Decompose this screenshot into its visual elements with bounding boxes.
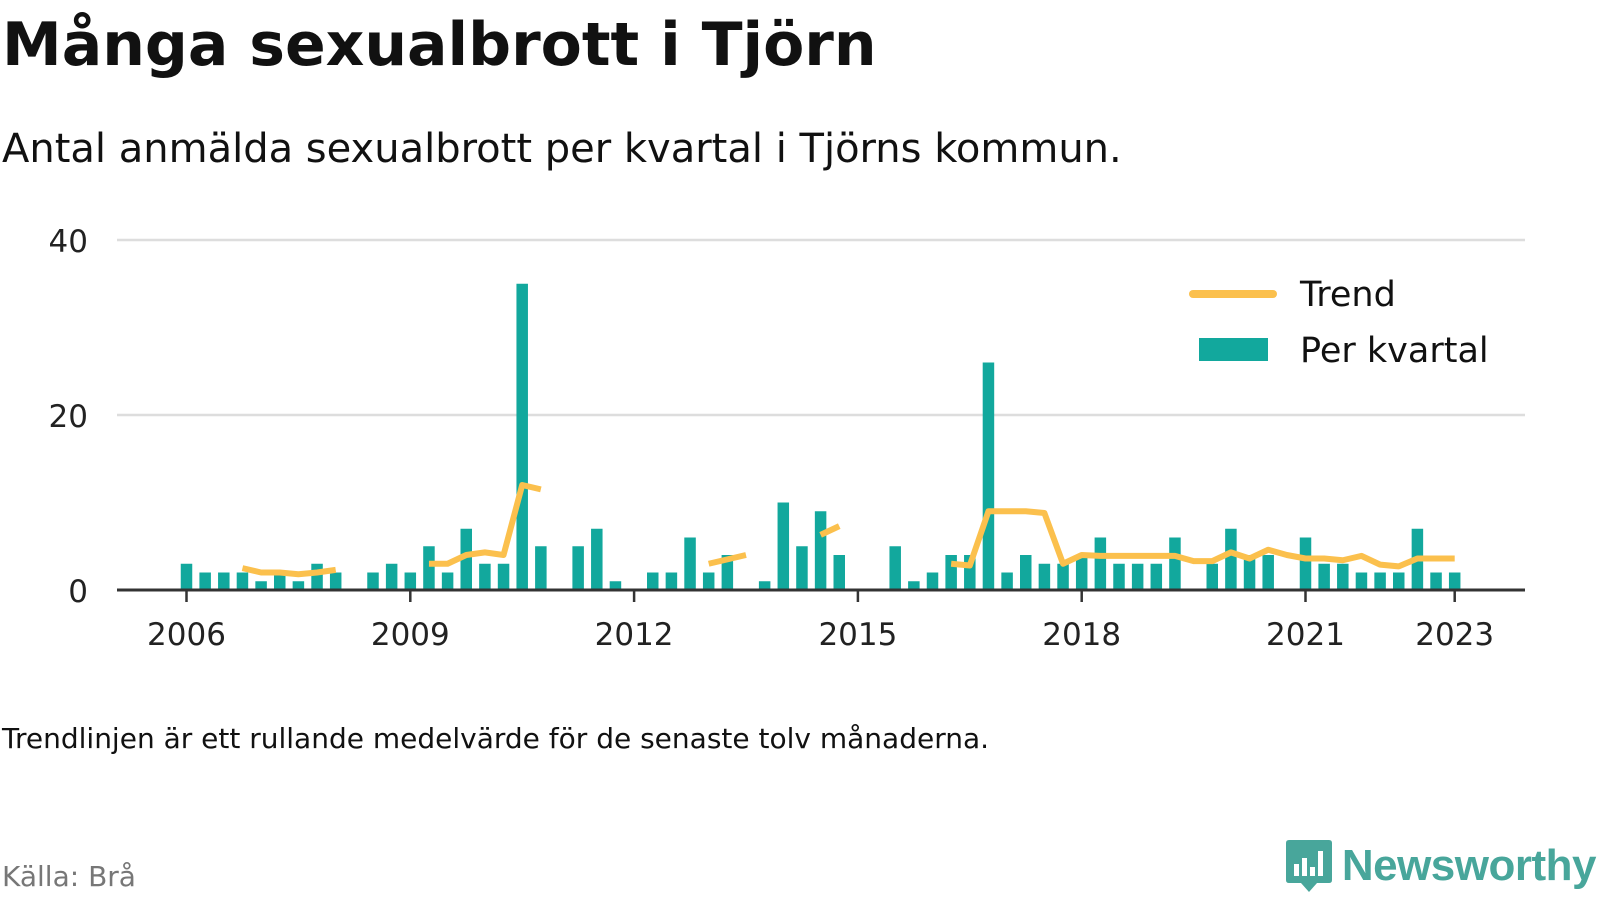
trend-line-segment	[950, 508, 1455, 570]
bar-2014-Q1	[777, 502, 790, 590]
bar-2006-Q3	[218, 572, 230, 590]
y-tick-label: 40	[49, 224, 88, 260]
bars-per-kvartal	[180, 283, 1461, 590]
source-label: Källa: Brå	[2, 860, 136, 893]
legend-bar-label: Per kvartal	[1300, 331, 1489, 371]
brand-name: Newsworthy	[1341, 841, 1597, 890]
bar-2021-Q2	[1318, 563, 1330, 590]
bar-2021-Q3	[1337, 563, 1349, 590]
bar-2017-Q1	[1001, 572, 1013, 590]
y-tick-label: 0	[68, 574, 88, 610]
bar-2021-Q1	[1299, 537, 1312, 590]
x-tick-label: 2006	[147, 617, 226, 653]
bar-2010-Q1	[479, 563, 491, 590]
bar-2006-Q2	[199, 572, 211, 590]
trend-line-segment	[819, 523, 841, 538]
bar-2017-Q3	[1038, 563, 1051, 590]
bar-2020-Q2	[1243, 555, 1256, 590]
y-tick-label: 20	[49, 399, 88, 435]
bar-2008-Q3	[367, 572, 379, 590]
bar-2014-Q4	[833, 555, 845, 590]
x-tick-label: 2009	[371, 617, 450, 653]
bar-2009-Q1	[404, 572, 417, 590]
bar-2019-Q4	[1206, 563, 1218, 590]
legend-trend-label: Trend	[1299, 275, 1396, 315]
legend-bar-swatch	[1199, 338, 1268, 361]
bar-2017-Q4	[1057, 563, 1069, 590]
bar-2020-Q3	[1262, 555, 1274, 590]
bar-2015-Q3	[889, 546, 901, 590]
bar-2023-Q1	[1448, 572, 1461, 590]
bar-2013-Q1	[702, 572, 715, 590]
trend-line-segment	[428, 482, 542, 567]
trend-line-segment	[708, 552, 747, 567]
bar-2008-Q4	[385, 563, 398, 590]
bar-2010-Q4	[535, 546, 547, 590]
bar-2022-Q4	[1430, 572, 1442, 590]
bar-2010-Q2	[497, 563, 510, 590]
bar-2018-Q2	[1094, 537, 1107, 590]
bar-2009-Q2	[423, 546, 435, 590]
grid-lines	[117, 238, 1525, 417]
bar-2021-Q4	[1355, 572, 1368, 590]
bar-2012-Q2	[647, 572, 659, 590]
bar-2012-Q4	[684, 537, 696, 590]
chart-subtitle: Antal anmälda sexualbrott per kvartal i …	[2, 126, 1122, 172]
bar-2011-Q2	[572, 546, 584, 590]
bar-2018-Q4	[1131, 563, 1144, 590]
bar-2010-Q3	[516, 283, 528, 590]
bar-2020-Q1	[1225, 528, 1237, 590]
bar-2018-Q3	[1113, 563, 1125, 590]
bar-2007-Q1	[255, 581, 267, 590]
x-axis-labels: 2006 2009 2012 2015 2018 2021 2023	[147, 590, 1494, 653]
bar-2006-Q1	[180, 563, 193, 590]
bar-2014-Q3	[814, 511, 827, 590]
y-axis-labels: 40 20 0	[49, 224, 88, 610]
bar-2017-Q2	[1020, 555, 1032, 590]
x-tick-label: 2012	[595, 617, 674, 653]
bar-2016-Q2	[945, 555, 957, 590]
bar-2013-Q4	[758, 581, 771, 590]
bar-2016-Q4	[982, 362, 995, 590]
sexual-crimes-chart: 40 20 0 2006 2009 2012 2015 2018 2021 2023 Tre…	[49, 224, 1525, 653]
brand-logo: Newsworthy	[1284, 838, 1597, 894]
bar-2009-Q4	[460, 528, 472, 590]
newsworthy-logo-icon	[1285, 840, 1332, 892]
chart-title: Många sexualbrott i Tjörn	[2, 10, 877, 80]
x-tick-label: 2021	[1266, 617, 1345, 653]
bar-2013-Q2	[721, 555, 734, 590]
bar-2008-Q1	[329, 572, 342, 590]
x-tick-label: 2023	[1415, 617, 1494, 653]
bar-2015-Q4	[908, 581, 920, 590]
bar-2019-Q1	[1150, 563, 1163, 590]
bar-2016-Q3	[964, 555, 976, 590]
bar-2007-Q2	[274, 572, 286, 590]
x-tick-label: 2015	[818, 617, 897, 653]
bar-2022-Q1	[1374, 572, 1386, 590]
bar-2018-Q1	[1075, 555, 1088, 590]
bar-2019-Q2	[1169, 537, 1181, 590]
bar-2011-Q3	[591, 528, 603, 590]
trend-line-segment	[241, 565, 337, 578]
bar-2007-Q4	[311, 563, 323, 590]
bar-2022-Q2	[1393, 572, 1405, 590]
bar-2006-Q4	[236, 572, 249, 590]
x-tick-label: 2018	[1042, 617, 1121, 653]
bar-2011-Q4	[609, 581, 622, 590]
trend-line	[241, 482, 1455, 578]
bar-2009-Q3	[441, 572, 454, 590]
bar-2016-Q1	[926, 572, 939, 590]
legend: Trend Per kvartal	[1189, 275, 1489, 371]
bar-2012-Q3	[665, 572, 678, 590]
footnote: Trendlinjen är ett rullande medelvärde f…	[2, 722, 990, 755]
bar-2014-Q2	[796, 546, 808, 590]
bar-2007-Q3	[292, 581, 305, 590]
